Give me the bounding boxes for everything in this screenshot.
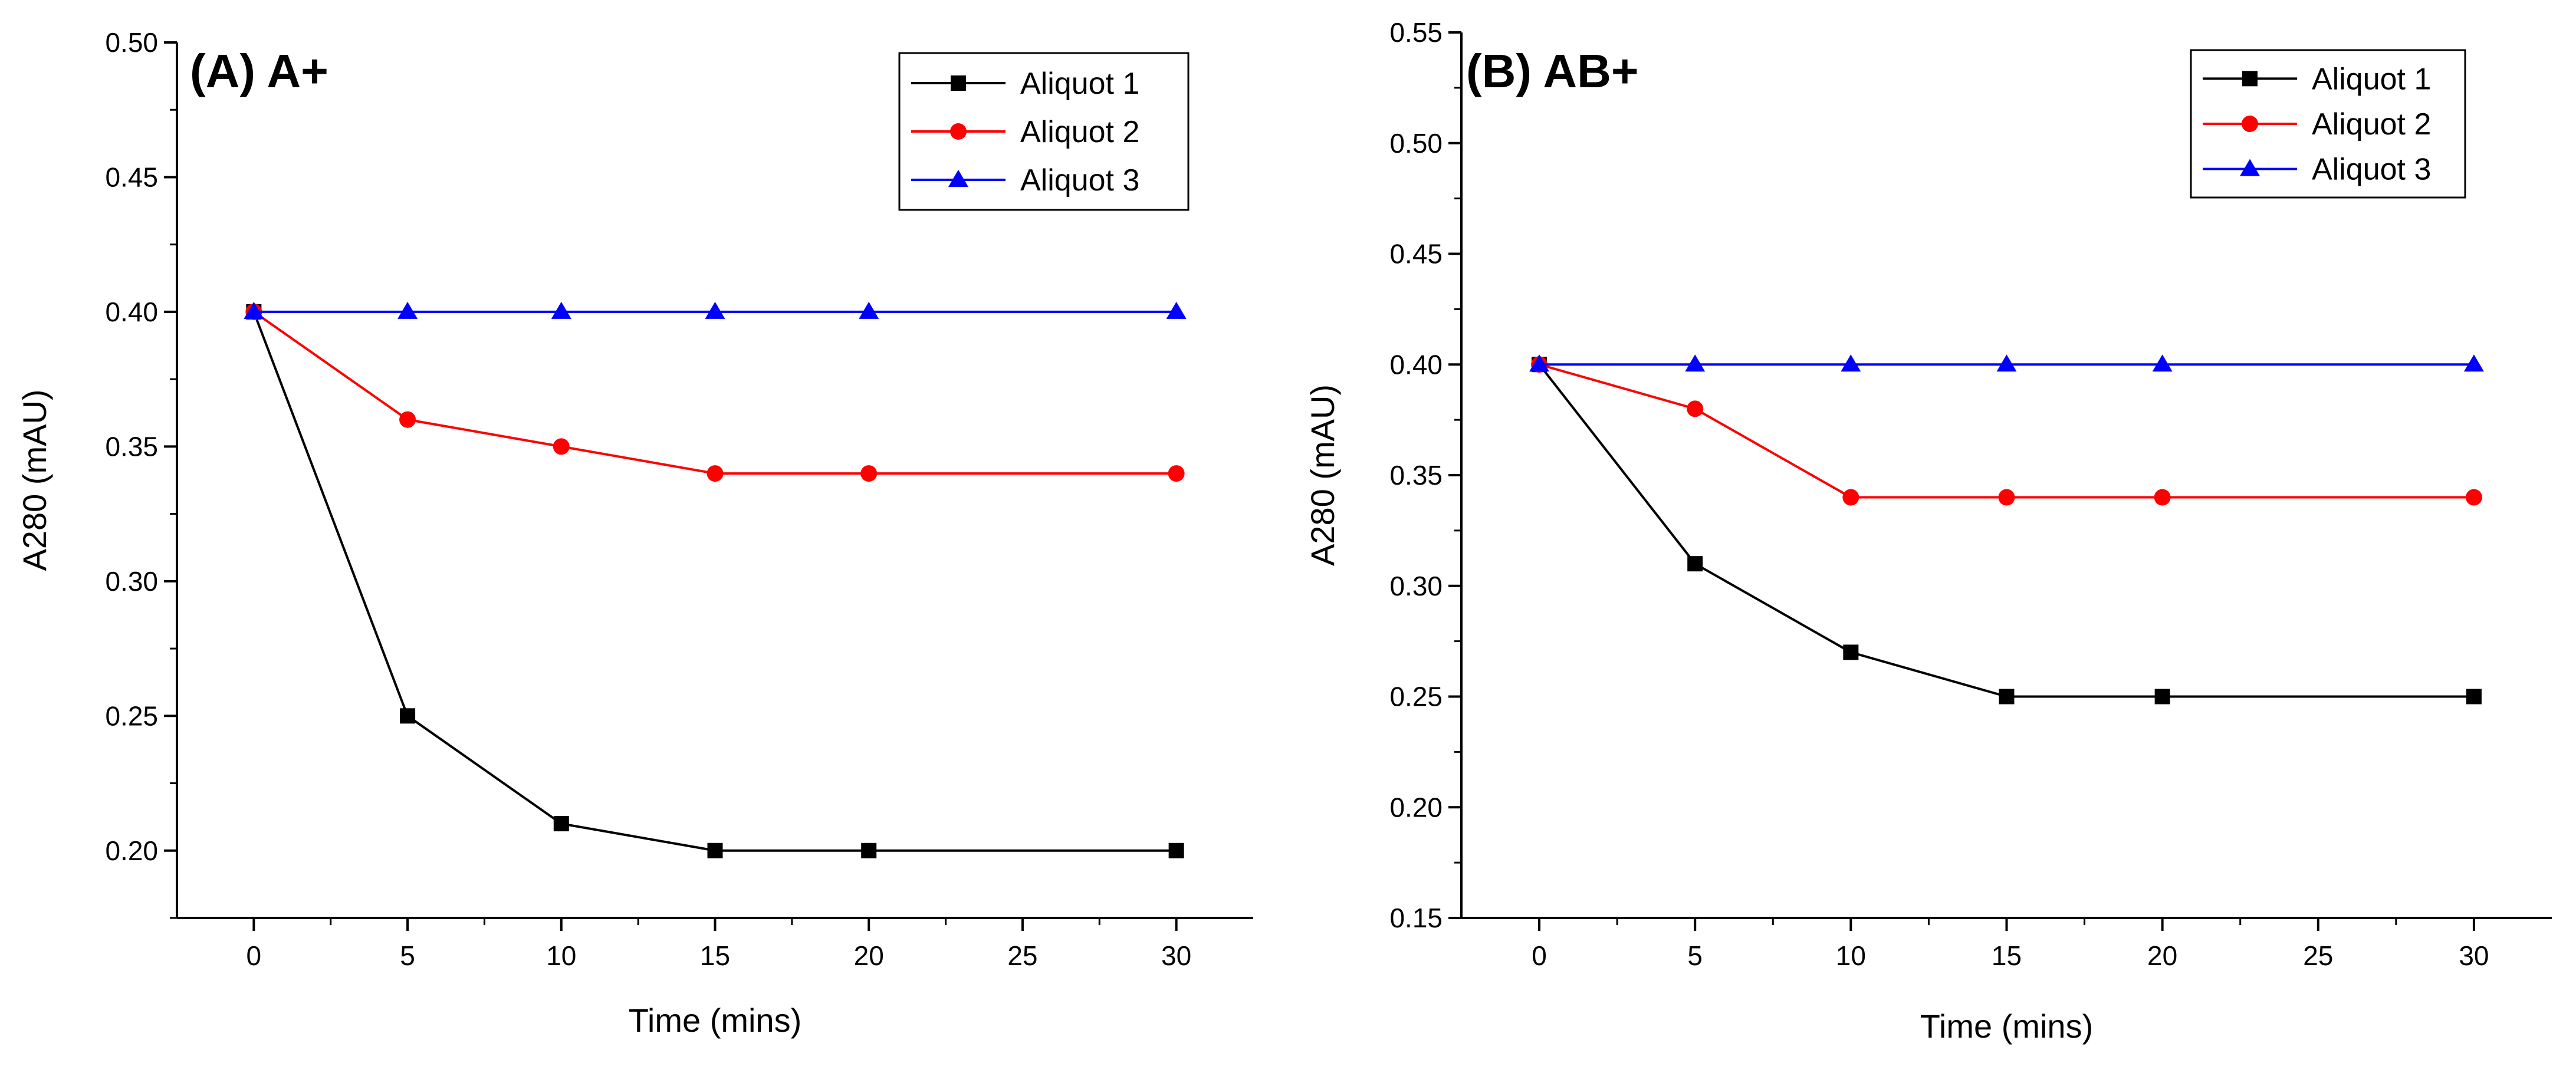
legend-marker [2240,159,2260,176]
x-axis-title: Time (mins) [629,1002,801,1039]
x-axis-title: Time (mins) [1920,1008,2093,1045]
data-point [1687,400,1704,417]
data-point [1843,644,1859,660]
legend-marker [951,75,966,91]
x-tick-label: 15 [700,940,730,971]
legend-label: Aliquot 3 [2312,153,2431,187]
data-point [553,816,569,832]
data-point [2463,354,2484,372]
y-axis-title: A280 (mAU) [1304,384,1341,566]
x-tick-label: 15 [1992,940,2022,971]
data-point [2466,689,2482,705]
x-tick-label: 30 [2459,940,2489,971]
y-tick-label: 0.35 [1389,460,1443,491]
data-point [707,842,723,858]
data-point [399,411,416,428]
data-point [551,301,571,319]
series-line-2 [1539,363,2474,499]
data-point [1998,489,2015,506]
data-point [1842,489,1859,506]
data-point [1685,354,1706,372]
data-point [1529,354,1550,372]
y-tick-label: 0.35 [105,431,158,462]
x-tick-label: 20 [2147,940,2177,971]
y-tick-label: 0.40 [105,297,158,327]
y-tick-label: 0.45 [105,162,158,192]
y-tick-label: 0.20 [105,835,158,866]
x-tick-label: 25 [2303,940,2333,971]
data-point [707,465,724,482]
y-tick-label: 0.25 [1389,682,1443,712]
legend-marker [950,123,967,140]
panel-title: (A) A+ [190,45,328,97]
y-tick-label: 0.50 [1389,128,1443,159]
y-tick-label: 0.30 [105,566,158,597]
data-point [2465,489,2482,506]
legend-label: Aliquot 2 [1020,115,1139,149]
data-point [2154,489,2171,506]
y-axis-title: A280 (mAU) [16,389,53,571]
y-tick-label: 0.55 [1389,17,1443,48]
panel-title: (B) AB+ [1466,45,1639,97]
legend-label: Aliquot 2 [2312,107,2431,141]
x-tick-label: 5 [400,940,415,971]
y-tick-label: 0.25 [105,700,158,731]
x-tick-label: 30 [1161,940,1191,971]
y-tick-label: 0.45 [1389,239,1443,269]
data-point [244,301,264,319]
y-tick-label: 0.15 [1389,903,1443,933]
legend-marker [2242,71,2258,87]
x-tick-label: 0 [1532,940,1547,971]
data-point [1168,465,1185,482]
y-tick-label: 0.50 [105,27,158,58]
data-point [400,708,416,724]
y-tick-label: 0.30 [1389,571,1443,601]
data-point [397,301,418,319]
data-point [1841,354,1861,372]
legend-label: Aliquot 1 [1020,67,1139,101]
data-point [1996,354,2017,372]
legend-label: Aliquot 3 [1020,163,1139,198]
data-point [2152,354,2173,372]
panel-b: 0.15 0.20 0.25 0.30 0.35 0.40 0.45 0.50 0.55 0 5 10… [1304,17,2552,1045]
data-point [1168,842,1184,858]
x-tick-label: 25 [1007,940,1037,971]
data-point [861,842,877,858]
x-tick-label: 20 [854,940,884,971]
x-tick-label: 10 [546,940,576,971]
data-point [860,465,878,482]
series-line-1 [252,311,1177,852]
legend-marker [2242,116,2258,132]
data-point [859,301,879,319]
data-point [1687,556,1703,572]
x-tick-label: 0 [247,940,262,971]
data-point [2154,689,2170,705]
y-tick-label: 0.40 [1389,349,1443,380]
data-point [1166,301,1187,319]
x-tick-label: 10 [1836,940,1866,971]
legend-marker [948,170,968,187]
data-point [553,438,570,455]
panel-a: 0.20 0.25 0.30 0.35 0.40 0.45 0.50 0 5 10 15 20 25 30… [16,27,1253,1039]
legend-label: Aliquot 1 [2312,62,2431,96]
data-point [705,301,725,319]
y-tick-label: 0.20 [1389,792,1443,822]
series-line-1 [1538,364,2474,698]
x-tick-label: 5 [1687,940,1703,971]
series-line-2 [253,311,1177,475]
data-point [1999,689,2015,705]
